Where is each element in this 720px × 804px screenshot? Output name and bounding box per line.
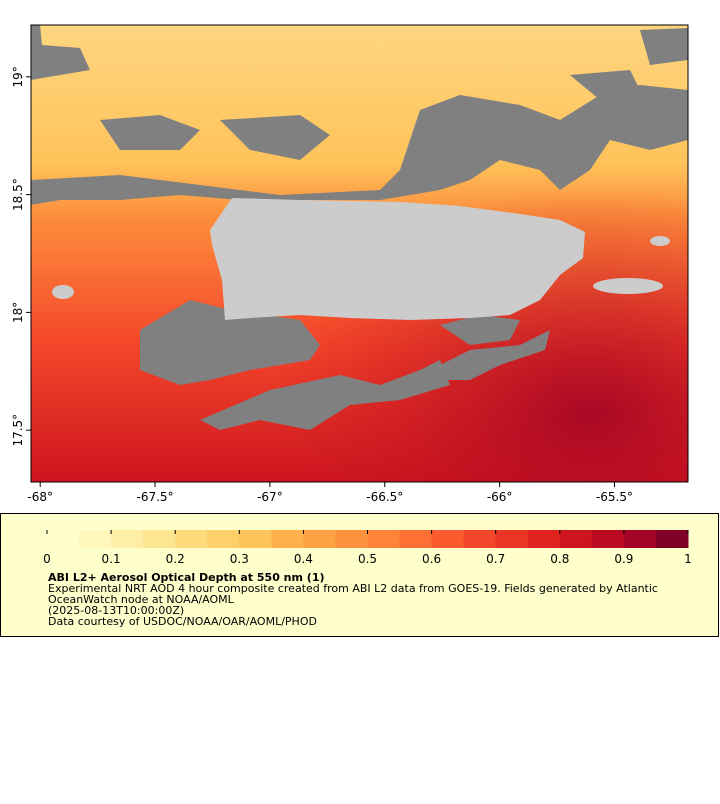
colorbar-tick-label: 1 xyxy=(684,552,692,566)
colorbar-tick-label: 0.3 xyxy=(230,552,249,566)
colorbar-tick-label: 0.4 xyxy=(294,552,313,566)
x-tick-label: -66° xyxy=(487,490,513,504)
y-tick-label: 18° xyxy=(11,302,25,323)
y-tick-label: 18.5° xyxy=(11,178,25,211)
colorbar-swatch xyxy=(239,530,272,548)
colorbar-swatch xyxy=(527,530,561,548)
colorbar-swatch xyxy=(111,530,144,548)
colorbar-swatch xyxy=(79,530,112,548)
colorbar-swatch xyxy=(175,530,208,548)
colorbar-swatch xyxy=(207,530,240,548)
x-tick-label: -65.5° xyxy=(596,490,633,504)
colorbar-swatch xyxy=(495,530,529,548)
colorbar-swatch xyxy=(463,530,497,548)
map-raster xyxy=(31,25,688,482)
map-frame xyxy=(30,24,689,483)
legend-title: ABI L2+ Aerosol Optical Depth at 550 nm … xyxy=(48,571,325,584)
map-axes: -68° -67.5° -67° -66.5° -66° -65.5° 17.5° 18° 18… xyxy=(11,66,633,504)
colorbar-swatch xyxy=(655,530,689,548)
colorbar-tick-label: 0 xyxy=(43,552,51,566)
colorbar-swatch xyxy=(367,530,401,548)
colorbar-swatch xyxy=(591,530,625,548)
colorbar-tick-label: 0.2 xyxy=(166,552,185,566)
x-tick-label: -68° xyxy=(27,490,53,504)
colorbar: 0 0.1 0.2 0.3 0.4 0.5 0.6 0.7 0.8 0.9 1 xyxy=(43,530,692,566)
colorbar-tick-label: 0.7 xyxy=(486,552,505,566)
colorbar-tick-label: 0.5 xyxy=(358,552,377,566)
colorbar-swatch xyxy=(143,530,176,548)
colorbar-tick-label: 0.6 xyxy=(422,552,441,566)
colorbar-tick-label: 0.8 xyxy=(550,552,569,566)
x-tick-label: -66.5° xyxy=(366,490,403,504)
legend-line: OceanWatch node at NOAA/AOML xyxy=(48,593,235,606)
colorbar-swatch xyxy=(47,530,80,548)
colorbar-swatch xyxy=(623,530,657,548)
colorbar-swatch xyxy=(399,530,433,548)
colorbar-swatch xyxy=(559,530,593,548)
colorbar-tick-label: 0.1 xyxy=(102,552,121,566)
y-tick-label: 17.5° xyxy=(11,414,25,447)
colorbar-swatch xyxy=(335,530,368,548)
x-tick-label: -67° xyxy=(257,490,283,504)
legend-line: (2025-08-13T10:00:00Z) xyxy=(48,604,184,617)
colorbar-swatch xyxy=(303,530,336,548)
x-tick-label: -67.5° xyxy=(137,490,174,504)
legend-line: Data courtesy of USDOC/NOAA/OAR/AOML/PHO… xyxy=(48,615,317,628)
colorbar-swatch xyxy=(271,530,304,548)
y-tick-label: 19° xyxy=(11,66,25,87)
legend-line: Experimental NRT AOD 4 hour composite cr… xyxy=(48,582,658,595)
colorbar-tick-label: 0.9 xyxy=(614,552,633,566)
colorbar-swatch xyxy=(431,530,465,548)
